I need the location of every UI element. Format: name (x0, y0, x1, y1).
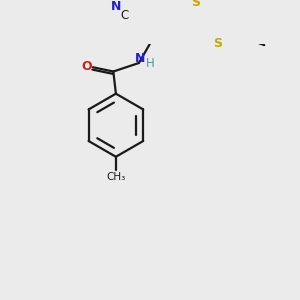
Text: H: H (146, 57, 154, 70)
Text: N: N (135, 52, 145, 65)
Text: O: O (82, 60, 92, 73)
Text: S: S (191, 0, 200, 9)
Text: S: S (213, 37, 222, 50)
Text: C: C (120, 9, 128, 22)
Text: N: N (111, 0, 121, 13)
Text: CH₃: CH₃ (106, 172, 125, 182)
